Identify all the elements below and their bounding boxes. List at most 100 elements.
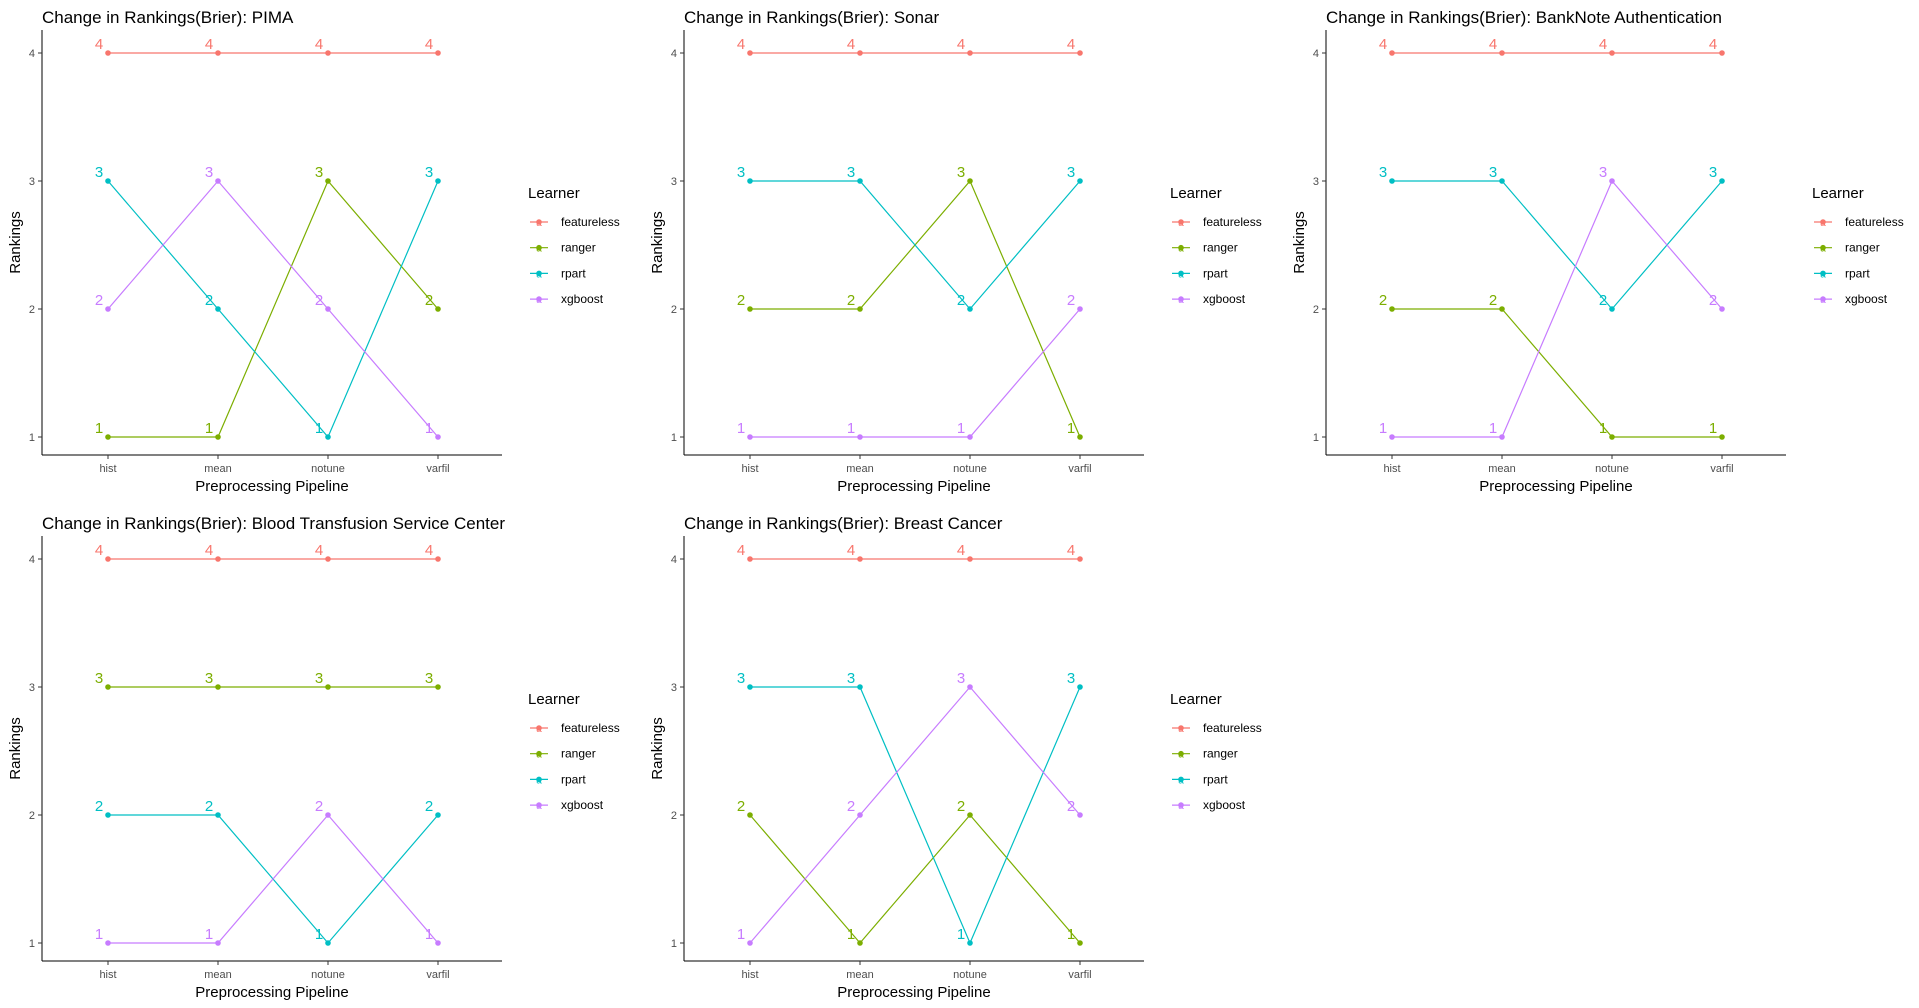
data-point-rpart — [747, 684, 753, 690]
y-tick-label: 2 — [671, 810, 677, 822]
data-label-ranger: 3 — [95, 670, 103, 687]
data-point-featureless — [435, 556, 441, 562]
y-tick-label: 3 — [671, 682, 677, 694]
data-label-featureless: 4 — [95, 542, 103, 559]
data-label-rpart: 2 — [205, 798, 213, 815]
data-point-featureless — [1077, 50, 1083, 56]
legend-key-point — [1820, 219, 1826, 225]
data-label-featureless: 4 — [847, 36, 855, 53]
data-point-featureless — [1389, 50, 1395, 56]
data-label-rpart: 3 — [1379, 164, 1387, 181]
legend-label-xgboost: xgboost — [561, 798, 604, 812]
data-point-rpart — [1389, 178, 1395, 184]
series-line-xgboost — [108, 814, 439, 944]
data-point-rpart — [325, 434, 331, 440]
data-label-xgboost: 1 — [95, 926, 103, 943]
data-point-featureless — [435, 50, 441, 56]
data-label-featureless: 4 — [95, 36, 103, 53]
data-label-ranger: 2 — [1379, 292, 1387, 309]
legend-key-point — [536, 244, 542, 251]
data-label-featureless: 4 — [1067, 36, 1075, 53]
x-tick-label: hist — [99, 463, 116, 475]
data-point-rpart — [1719, 178, 1725, 184]
data-point-xgboost — [1077, 812, 1083, 818]
data-point-rpart — [857, 178, 863, 184]
legend-label-rpart: rpart — [561, 772, 586, 786]
data-point-ranger — [215, 434, 221, 440]
series-line-rpart — [750, 180, 1081, 310]
data-point-xgboost — [435, 434, 441, 440]
legend-key-point — [1178, 750, 1184, 757]
legend-title: Learner — [1170, 185, 1222, 202]
series-line-xgboost — [750, 308, 1081, 438]
data-point-rpart — [435, 178, 441, 184]
data-point-ranger — [967, 178, 973, 184]
legend-label-rpart: rpart — [1203, 266, 1228, 280]
y-tick-label: 1 — [29, 432, 35, 444]
data-point-featureless — [1719, 50, 1725, 56]
x-tick-label: mean — [204, 463, 232, 475]
legend-key-point — [1178, 802, 1184, 808]
data-label-rpart: 3 — [1709, 164, 1717, 181]
data-label-xgboost: 2 — [315, 292, 323, 309]
data-label-xgboost: 2 — [315, 798, 323, 815]
data-point-ranger — [1499, 306, 1505, 312]
x-tick-label: notune — [311, 969, 345, 981]
legend-key-point — [1178, 776, 1184, 783]
data-point-featureless — [215, 556, 221, 562]
data-point-xgboost — [967, 434, 973, 440]
data-point-rpart — [325, 940, 331, 946]
data-label-featureless: 4 — [847, 542, 855, 559]
series-line-ranger — [749, 814, 1081, 944]
legend-key-glyph: a — [536, 724, 542, 735]
data-point-xgboost — [325, 812, 331, 818]
data-label-ranger: 1 — [1067, 420, 1075, 437]
legend-label-ranger: ranger — [1845, 241, 1880, 255]
y-tick-label: 4 — [671, 48, 677, 60]
x-tick-label: varfil — [1068, 969, 1091, 981]
data-point-featureless — [1077, 556, 1083, 562]
series-line-xgboost — [1392, 179, 1723, 438]
data-label-rpart: 2 — [95, 798, 103, 815]
y-tick-label: 1 — [671, 938, 677, 950]
legend-label-featureless: featureless — [1203, 215, 1262, 229]
legend-key-point — [536, 802, 542, 808]
chart-panel-4: Change in Rankings(Brier): Blood Transfu… — [7, 514, 620, 1001]
x-tick-label: mean — [846, 969, 874, 981]
data-label-rpart: 3 — [1067, 670, 1075, 687]
y-tick-label: 3 — [671, 176, 677, 188]
x-axis-label: Preprocessing Pipeline — [837, 984, 990, 1001]
legend-key-point — [1178, 725, 1184, 731]
data-point-xgboost — [435, 940, 441, 946]
legend-label-featureless: featureless — [1203, 721, 1262, 735]
data-point-xgboost — [1609, 178, 1615, 184]
data-point-featureless — [967, 556, 973, 562]
legend-key-glyph: a — [536, 801, 542, 812]
data-point-ranger — [1077, 434, 1083, 440]
data-point-rpart — [105, 812, 111, 818]
x-tick-label: varfil — [1068, 463, 1091, 475]
x-tick-label: mean — [1488, 463, 1516, 475]
y-tick-label: 4 — [29, 48, 35, 60]
x-tick-label: notune — [953, 969, 987, 981]
data-point-ranger — [435, 684, 441, 690]
chart-panel-5: Change in Rankings(Brier): Breast Cancer… — [649, 514, 1262, 1001]
data-point-featureless — [105, 50, 111, 56]
data-label-xgboost: 1 — [737, 420, 745, 437]
data-label-featureless: 4 — [737, 36, 745, 53]
data-label-ranger: 1 — [205, 420, 213, 437]
legend-key-point — [1820, 296, 1826, 302]
legend-title: Learner — [528, 185, 580, 202]
y-axis-label: Rankings — [649, 211, 666, 274]
data-label-xgboost: 2 — [95, 292, 103, 309]
data-label-rpart: 3 — [847, 670, 855, 687]
legend-key-point — [1178, 296, 1184, 302]
data-point-xgboost — [215, 178, 221, 184]
data-label-featureless: 4 — [1599, 36, 1607, 53]
legend-key-glyph: a — [536, 269, 542, 280]
y-axis-label: Rankings — [7, 211, 24, 274]
data-label-rpart: 2 — [1599, 292, 1607, 309]
x-tick-label: notune — [311, 463, 345, 475]
legend-label-xgboost: xgboost — [1203, 798, 1246, 812]
